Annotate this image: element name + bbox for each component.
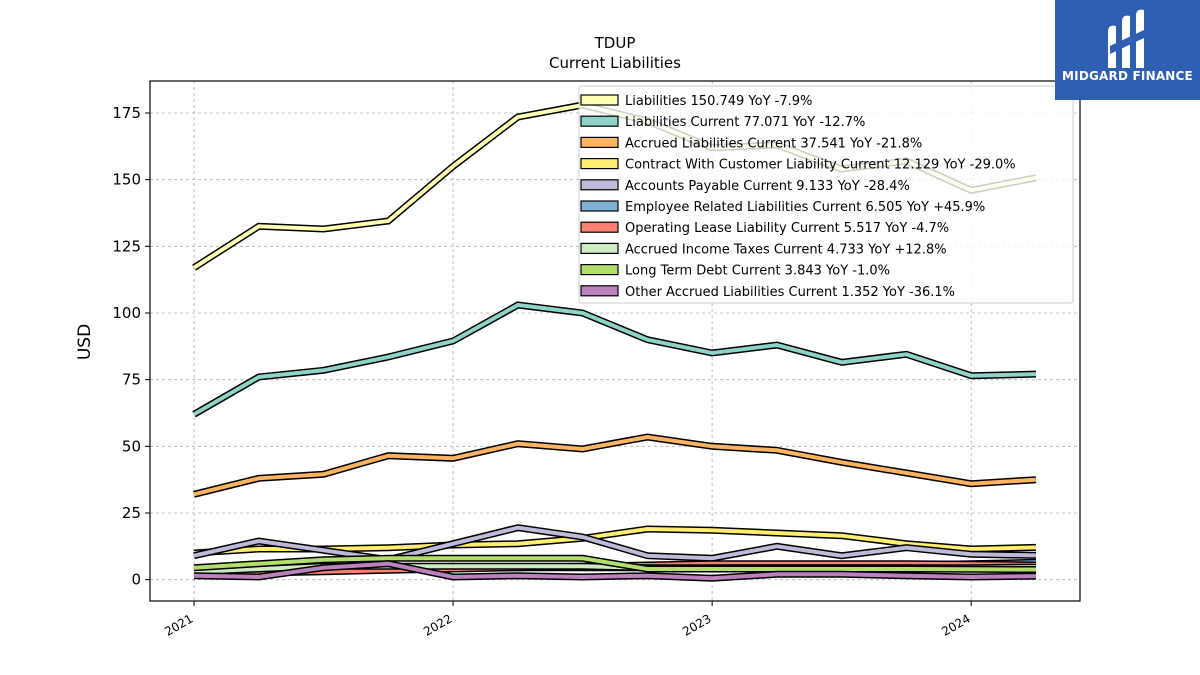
legend-entry: Liabilities Current 77.071 YoY -12.7% xyxy=(625,115,865,130)
legend-entry: Accounts Payable Current 9.133 YoY -28.4… xyxy=(625,179,910,194)
x-tick-label: 2024 xyxy=(939,611,972,638)
chart-subtitle: Current Liabilities xyxy=(549,54,681,72)
x-axis-ticks: 2021 2022 2023 2024 xyxy=(162,601,973,639)
legend-swatch xyxy=(580,179,619,191)
legend-entry: Liabilities 150.749 YoY -7.9% xyxy=(625,94,812,109)
legend-swatch xyxy=(580,136,619,148)
legend-entry: Long Term Debt Current 3.843 YoY -1.0% xyxy=(625,264,890,279)
y-tick-label: 0 xyxy=(131,571,141,589)
legend-swatch xyxy=(580,115,619,127)
legend-swatch xyxy=(580,200,619,212)
series-outline-accrued-liabilities-current xyxy=(193,433,1037,498)
y-axis-ticks: 0 25 50 75 100 125 150 175 xyxy=(112,104,150,589)
y-tick-label: 175 xyxy=(112,104,141,122)
x-tick-label: 2022 xyxy=(421,611,454,638)
plot-frame xyxy=(149,80,1081,602)
legend-box xyxy=(578,85,1074,304)
x-tick-label: 2021 xyxy=(162,611,195,638)
logo-text: MIDGARD FINANCE xyxy=(1062,69,1193,83)
legend-swatch xyxy=(580,242,619,254)
y-axis-label: USD xyxy=(75,324,95,360)
series-line-other-accrued-liabilities-current xyxy=(193,561,1037,581)
legend-entry: Other Accrued Liabilities Current 1.352 … xyxy=(625,285,955,300)
series-line-long-term-debt-current xyxy=(193,556,1037,572)
legend-swatch xyxy=(580,158,619,170)
y-tick-label: 75 xyxy=(122,371,141,389)
legend-entry: Employee Related Liabilities Current 6.5… xyxy=(625,200,985,215)
logo-mark-icon xyxy=(1108,9,1144,69)
legend-entry: Contract With Customer Liability Current… xyxy=(625,158,1016,173)
legend-swatch xyxy=(580,285,619,297)
midgard-finance-logo: MIDGARD FINANCE xyxy=(1055,0,1200,100)
series-line-accrued-liabilities-current xyxy=(193,434,1037,497)
legend: Liabilities 150.749 YoY -7.9% Liabilities… xyxy=(578,85,1074,304)
series-line-accounts-payable-current xyxy=(193,525,1037,562)
legend-swatch xyxy=(580,221,619,233)
y-tick-label: 50 xyxy=(122,437,141,455)
series-line-liabilities-current xyxy=(193,302,1037,417)
y-tick-label: 150 xyxy=(112,171,141,189)
legend-swatch xyxy=(580,94,619,106)
legend-entry: Accrued Liabilities Current 37.541 YoY -… xyxy=(625,136,922,151)
legend-entry: Operating Lease Liability Current 5.517 … xyxy=(625,221,949,236)
y-tick-label: 125 xyxy=(112,237,141,255)
y-tick-label: 100 xyxy=(112,304,141,322)
series-outline-liabilities-current xyxy=(192,301,1037,418)
y-tick-label: 25 xyxy=(122,504,141,522)
legend-entry: Accrued Income Taxes Current 4.733 YoY +… xyxy=(625,242,947,257)
legend-swatch xyxy=(580,264,619,276)
chart-title: TDUP xyxy=(594,34,636,52)
x-tick-label: 2023 xyxy=(680,611,713,638)
